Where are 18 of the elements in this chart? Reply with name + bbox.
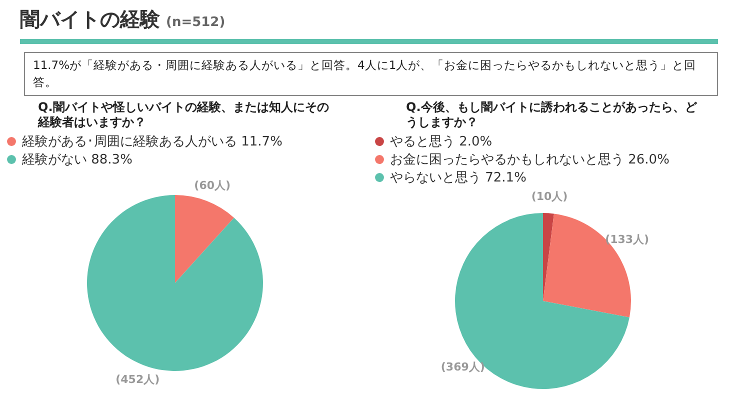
text: (60人) xyxy=(194,178,231,192)
text: (n=512) xyxy=(166,15,226,30)
text: (10人) xyxy=(531,190,568,204)
text: (133人) xyxy=(605,232,650,246)
pie-slice xyxy=(175,195,234,283)
text: (452人) xyxy=(116,373,160,386)
text: 11.7%が「経験がある・周囲に経験ある人がいる」と回答。4人に1人が、「お金に困ったらやるかもしれないと思う」と回答。 xyxy=(24,52,718,96)
chart-title: Q.闇バイトや怪しいバイトの経験、または知人にその経験者はいますか？ xyxy=(38,100,330,130)
legend-label: やると思う 2.0% xyxy=(390,134,492,150)
legend-label: 経験がある･周囲に経験ある人がいる 11.7% xyxy=(21,134,282,150)
text: (369人) xyxy=(440,360,485,374)
legend-label: 経験がない 88.3% xyxy=(21,152,132,168)
text: 闇バイトの経験 xyxy=(20,7,160,31)
pie-slice xyxy=(87,195,263,371)
pie-slice xyxy=(543,213,554,301)
legend-label: お金に困ったらやるかもしれないと思う 26.0% xyxy=(390,152,670,168)
legend-label: やらないと思う 72.1% xyxy=(390,170,526,186)
chart-title: Q.今後、もし闇バイトに誘われることがあったら、どうしますか？ xyxy=(406,100,698,130)
